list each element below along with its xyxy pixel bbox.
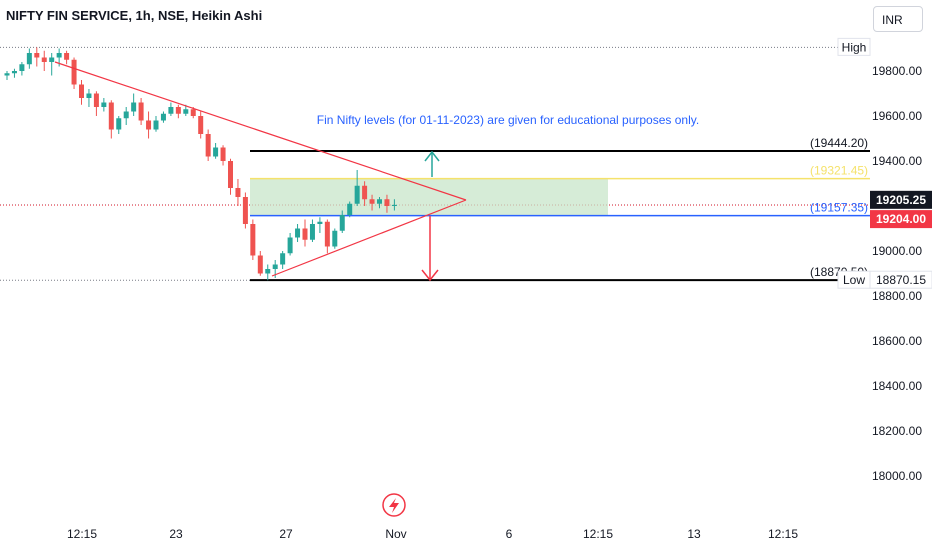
y-tick-label: 19800.00 — [872, 64, 922, 78]
candle-body — [64, 53, 70, 60]
candle-body — [11, 71, 17, 74]
y-tick-label: 18600.00 — [872, 334, 922, 348]
y-tick-label: 18000.00 — [872, 469, 922, 483]
educational-note: Fin Nifty levels (for 01-11-2023) are gi… — [317, 113, 699, 127]
candle-body — [220, 147, 226, 161]
level-label-resistance: (19444.20) — [810, 136, 868, 150]
candle-body — [302, 228, 308, 240]
candle-body — [317, 221, 323, 224]
lightning-icon[interactable] — [382, 493, 406, 517]
candle-body — [160, 113, 166, 121]
svg-text:19205.25: 19205.25 — [876, 193, 926, 207]
y-tick-label: 19000.00 — [872, 244, 922, 258]
svg-text:19204.00: 19204.00 — [876, 212, 926, 226]
candle-body — [183, 109, 189, 114]
candle-body — [362, 185, 368, 200]
candle-body — [324, 221, 330, 247]
price-zone-box — [250, 178, 608, 216]
candle-body — [26, 53, 32, 65]
candle-body — [287, 237, 293, 254]
price-axis[interactable]: 19800.00 19600.00 19400.00 19000.00 18800.00… — [872, 64, 922, 483]
currency-selector[interactable]: INR — [873, 6, 923, 32]
y-tick-label: 19400.00 — [872, 154, 922, 168]
candle-body — [235, 188, 241, 197]
price-tag-current: 19204.00 — [870, 210, 932, 229]
time-axis[interactable]: 12:15 23 27 Nov 6 12:15 13 12:15 — [67, 527, 798, 541]
candle-body — [205, 134, 211, 157]
candle-body — [257, 255, 263, 274]
svg-text:Low: Low — [843, 273, 865, 287]
y-tick-label: 18400.00 — [872, 379, 922, 393]
y-tick-label: 18200.00 — [872, 424, 922, 438]
candle-body — [108, 102, 114, 130]
triangle-lower-trendline — [271, 199, 467, 277]
up-arrow — [424, 150, 440, 177]
candle-body — [123, 111, 129, 119]
triangle-upper-trendline — [54, 61, 467, 201]
candle-body — [146, 120, 152, 130]
candle-body — [228, 161, 233, 188]
candle-body — [332, 230, 338, 247]
candle-body — [93, 93, 99, 107]
y-tick-label: 19600.00 — [872, 109, 922, 123]
candle-body — [377, 199, 382, 204]
candle-body — [280, 253, 286, 265]
x-tick-label: 12:15 — [583, 527, 613, 541]
svg-text:High: High — [842, 40, 867, 54]
candle-body — [265, 269, 271, 274]
candle-body — [56, 53, 62, 58]
candle-body — [272, 264, 278, 269]
candle-body — [369, 199, 375, 204]
candle-body — [71, 59, 77, 85]
down-arrow — [421, 216, 439, 282]
x-tick-label: 12:15 — [768, 527, 798, 541]
candle-body — [19, 64, 25, 71]
candle-body — [153, 120, 159, 130]
chart-title: NIFTY FIN SERVICE, 1h, NSE, Heikin Ashi — [6, 8, 263, 23]
candle-body — [41, 57, 47, 62]
high-marker: High — [837, 37, 871, 56]
level-label-blue: (19157.35) — [810, 201, 868, 215]
candle-body — [116, 118, 122, 130]
x-tick-label: 13 — [687, 527, 701, 541]
candle-body — [339, 215, 345, 231]
y-tick-label: 18800.00 — [872, 289, 922, 303]
candle-body — [4, 73, 10, 76]
candle-body — [34, 53, 40, 58]
x-tick-label: 27 — [279, 527, 293, 541]
level-label-yellow: (19321.45) — [810, 164, 868, 178]
candle-body — [250, 224, 256, 256]
x-tick-label: 23 — [169, 527, 183, 541]
candle-body — [354, 185, 360, 204]
x-tick-label: 12:15 — [67, 527, 97, 541]
price-tag-last: 19205.25 — [870, 190, 932, 209]
candle-body — [79, 84, 84, 98]
x-tick-label: Nov — [385, 527, 406, 541]
candle-body — [101, 102, 107, 107]
candle-body — [175, 107, 181, 114]
candle-body — [168, 107, 174, 114]
candle-body — [213, 147, 219, 157]
svg-text:18870.15: 18870.15 — [876, 273, 926, 287]
candle-body — [198, 116, 204, 134]
candle-body — [347, 203, 353, 215]
candle-body — [391, 204, 397, 206]
candle-body — [242, 197, 248, 224]
candle-body — [86, 93, 92, 98]
candlestick-series — [4, 47, 397, 281]
candle-body — [138, 102, 144, 121]
candle-body — [131, 102, 137, 112]
candle-body — [190, 109, 196, 116]
candle-body — [309, 224, 315, 240]
candle-body — [295, 228, 301, 238]
price-tag-low: 18870.15 — [869, 270, 932, 289]
candle-body — [49, 57, 55, 62]
x-tick-label: 6 — [506, 527, 513, 541]
low-marker: Low — [837, 270, 871, 289]
candle-body — [384, 199, 390, 206]
